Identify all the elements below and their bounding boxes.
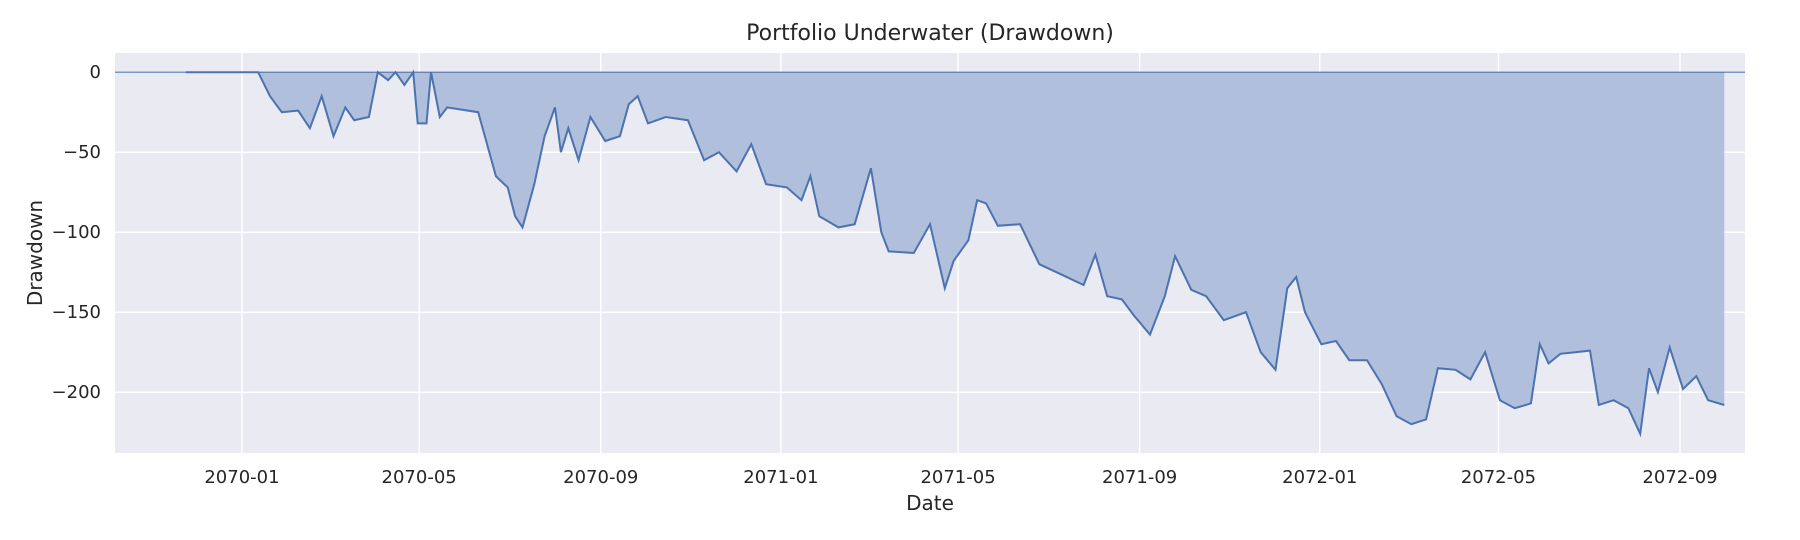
y-tick-label: −100: [52, 222, 101, 243]
y-tick-label: −150: [52, 302, 101, 323]
chart-title: Portfolio Underwater (Drawdown): [746, 21, 1114, 46]
y-tick-labels: 0 −50 −100 −150 −200: [52, 62, 101, 403]
x-tick-label: 2072-01: [1282, 467, 1357, 488]
x-tick-label: 2072-09: [1642, 467, 1717, 488]
y-tick-label: 0: [90, 62, 101, 83]
x-tick-label: 2070-01: [204, 467, 279, 488]
x-tick-label: 2070-05: [382, 467, 457, 488]
y-tick-label: −200: [52, 382, 101, 403]
x-tick-label: 2072-05: [1461, 467, 1536, 488]
x-tick-labels: 2070-01 2070-05 2070-09 2071-01 2071-05 2071-…: [204, 467, 1717, 488]
x-axis-label: Date: [906, 491, 954, 515]
y-tick-label: −50: [63, 142, 101, 163]
drawdown-area: [185, 72, 1725, 434]
y-axis-label: Drawdown: [23, 200, 47, 306]
x-tick-label: 2071-09: [1102, 467, 1177, 488]
x-tick-label: 2070-09: [563, 467, 638, 488]
drawdown-line: [185, 69, 1725, 438]
x-tick-label: 2071-01: [743, 467, 818, 488]
x-tick-label: 2071-05: [920, 467, 995, 488]
